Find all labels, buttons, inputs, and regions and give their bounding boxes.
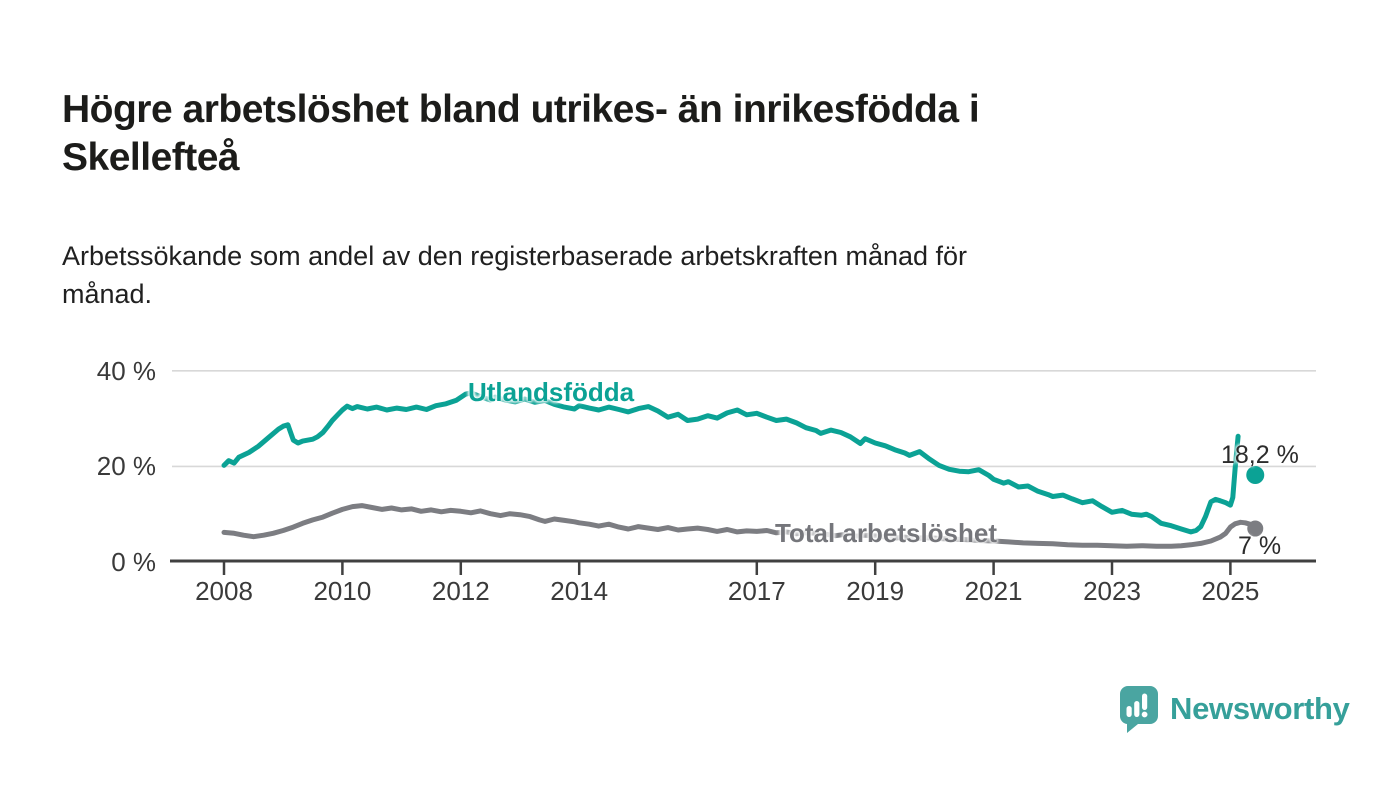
x-axis-tick-label: 2019 — [846, 576, 905, 606]
x-axis-tick-label: 2025 — [1201, 576, 1260, 606]
title-line-1: Högre arbetslöshet bland utrikes- än inr… — [62, 88, 980, 132]
chart-subtitle: Arbetssökande som andel av den registerb… — [62, 238, 1242, 314]
x-axis-tick-label: 2023 — [1083, 576, 1141, 606]
subtitle-line-2: månad. — [62, 278, 153, 309]
x-axis-tick-label: 2021 — [964, 576, 1023, 606]
brand-name: Newsworthy — [1170, 691, 1350, 726]
y-axis-tick-label: 0 % — [111, 547, 156, 577]
title-line-2: Skellefteå — [62, 135, 240, 179]
series-end-dot-total — [1247, 520, 1264, 537]
x-axis-tick-label: 2014 — [550, 576, 609, 606]
series-end-dot-utlandsfodda — [1246, 466, 1265, 485]
y-axis-tick-label: 20 % — [96, 451, 156, 482]
subtitle-line-1: Arbetssökande som andel av den registerb… — [62, 241, 968, 271]
series-label-utlandsfodda: Utlandsfödda — [468, 377, 635, 407]
series-line-total — [221, 503, 1258, 549]
x-axis-tick-label: 2008 — [195, 576, 253, 606]
end-value-label-total: 7 % — [1238, 532, 1282, 560]
newsworthy-bubble-chart-icon — [1119, 686, 1158, 733]
x-axis-tick-label: 2017 — [727, 576, 786, 606]
page-title: Högre arbetslöshet bland utrikes- än inr… — [62, 86, 1242, 181]
series-label-total-arbetsloshet: Total arbetslöshet — [775, 518, 998, 548]
y-axis-tick-label: 40 % — [96, 355, 156, 386]
x-axis-tick-label: 2010 — [313, 576, 372, 606]
end-value-label-utlandsfodda: 18,2 % — [1221, 441, 1299, 469]
x-axis-tick-label: 2012 — [431, 576, 490, 606]
series-line-utlandsfodda — [221, 390, 1241, 535]
newsworthy-logo: Newsworthy — [1116, 684, 1350, 734]
